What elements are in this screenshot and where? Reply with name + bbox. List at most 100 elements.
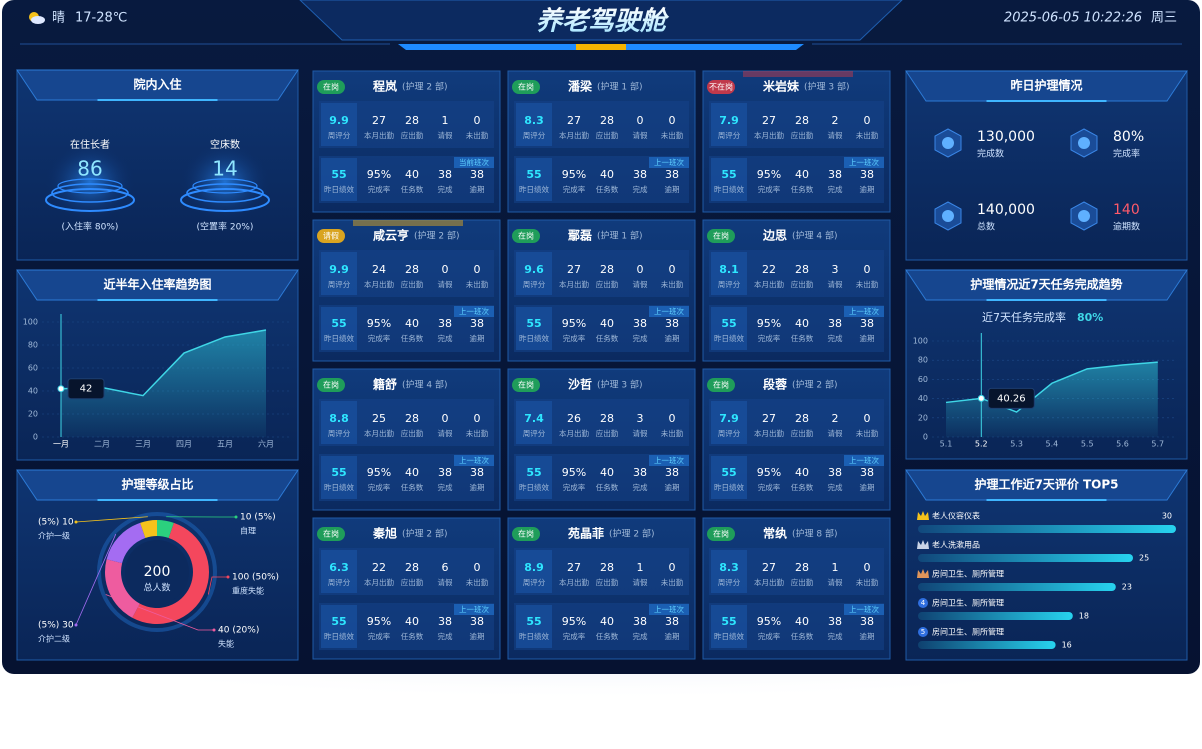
stat-label: 请假 — [438, 577, 453, 587]
stat-value: 28 — [600, 561, 614, 574]
stat-value: 140 — [1113, 202, 1140, 218]
stat-label: 周评分 — [523, 131, 546, 140]
stat-label: 任务数 — [596, 184, 619, 194]
highlight-point — [57, 385, 65, 393]
tooltip-value: 42 — [80, 384, 93, 395]
status-pill — [512, 527, 540, 541]
stat-label: 未出勤 — [661, 428, 684, 438]
stat-value: 38 — [633, 466, 647, 479]
stat-label: 本月出勤 — [559, 130, 589, 140]
shift: 上一班次 — [654, 157, 684, 167]
leader-dot — [74, 520, 78, 524]
score-value: 8.3 — [524, 114, 544, 127]
bar-value: 18 — [1079, 612, 1089, 621]
status-pill — [512, 378, 540, 392]
panel-title-bar — [16, 69, 299, 101]
stat-label: 未出勤 — [466, 130, 489, 140]
temperature: 17-28℃ — [75, 11, 127, 26]
score-value: 7.9 — [719, 114, 739, 127]
stat-label: 本月出勤 — [754, 428, 784, 438]
stat-value: 40 — [405, 466, 419, 479]
shift-badge — [454, 604, 494, 615]
y-tick-label: 40 — [28, 387, 38, 396]
stat-value: 27 — [762, 561, 776, 574]
datetime: 2025-06-05 10:22:26 — [1004, 11, 1142, 26]
score-box — [516, 550, 552, 593]
stat-label: 应出勤 — [596, 279, 619, 289]
panel-title: 近半年入住率趋势图 — [103, 277, 211, 292]
stat-label: 任务数 — [791, 631, 814, 641]
score-value: 7.4 — [524, 412, 544, 425]
leader-line — [105, 594, 214, 631]
tooltip — [987, 387, 1035, 409]
stat-value: 40 — [600, 317, 614, 330]
stat-value: 38 — [470, 317, 484, 330]
shift: 上一班次 — [849, 306, 879, 316]
stat-value: 95% — [562, 615, 586, 628]
shift-badge — [844, 157, 884, 168]
stat-label: 任务数 — [401, 482, 424, 492]
panel-title-bar — [16, 469, 299, 501]
stat-label: 应出勤 — [596, 577, 619, 587]
score-box — [516, 307, 552, 350]
panel — [905, 70, 1188, 261]
stat-value: 95% — [367, 317, 391, 330]
stat-value: 130,000 — [977, 129, 1035, 145]
status-pill — [707, 80, 735, 94]
stat-value: 95% — [562, 168, 586, 181]
x-tick-label: 5.3 — [1010, 440, 1023, 449]
score-value: 9.9 — [329, 263, 349, 276]
stat-value: 3 — [637, 412, 644, 425]
staff-name: 咸云亨 — [373, 228, 409, 243]
score-box — [321, 158, 357, 201]
panel-title: 昨日护理情况 — [1010, 78, 1082, 93]
occupancy-label: 空床数 — [210, 138, 240, 151]
stat-value: 40 — [795, 466, 809, 479]
stat-label: 任务数 — [791, 184, 814, 194]
stat-label: 完成率 — [368, 184, 391, 194]
stat-value: 38 — [665, 466, 679, 479]
staff-name: 程岚 — [373, 79, 397, 94]
staff-dept: (护理 3 部) — [804, 81, 849, 93]
score-value: 55 — [526, 317, 541, 330]
stat-label: 应出勤 — [401, 577, 424, 587]
stat-label: 周评分 — [328, 578, 351, 587]
stat-label: 完成率 — [1113, 148, 1140, 160]
stat-value: 27 — [372, 114, 386, 127]
stat-value: 27 — [762, 114, 776, 127]
staff-name: 米岩妹 — [763, 79, 800, 94]
stat-label: 逾期 — [665, 333, 680, 343]
status-glow — [353, 220, 463, 226]
stat-label: 逾期 — [665, 631, 680, 641]
shift-badge — [649, 604, 689, 615]
stat-icon-core — [942, 137, 954, 149]
weather: 晴 — [52, 11, 65, 26]
donut-center — [125, 540, 189, 604]
donut-segment — [105, 559, 140, 618]
staff-dept: (护理 4 部) — [402, 379, 447, 391]
staff-name: 边思 — [762, 228, 787, 243]
score-value: 55 — [526, 168, 541, 181]
stat-value: 28 — [600, 263, 614, 276]
stat-value: 38 — [438, 466, 452, 479]
occupancy-value: 86 — [77, 157, 102, 181]
rank-badge — [918, 598, 928, 608]
stat-label: 完成数 — [977, 148, 1004, 160]
stat-value: 38 — [470, 466, 484, 479]
y-tick-label: 20 — [918, 413, 928, 422]
x-tick-label: 5.5 — [1081, 440, 1094, 449]
stat-value: 38 — [438, 168, 452, 181]
score-box — [711, 456, 747, 499]
stat-label: 昨日绩效 — [324, 482, 354, 492]
stat-value: 28 — [795, 561, 809, 574]
y-tick-label: 40 — [918, 394, 928, 403]
y-tick-label: 60 — [28, 364, 38, 373]
shift-badge — [844, 604, 884, 615]
status-pill — [317, 80, 345, 94]
shift-badge — [844, 306, 884, 317]
status: 在岗 — [323, 380, 339, 390]
stat-icon-core — [1078, 210, 1090, 222]
shift-badge — [844, 455, 884, 466]
page-title: 养老驾驶舱 — [536, 7, 670, 37]
